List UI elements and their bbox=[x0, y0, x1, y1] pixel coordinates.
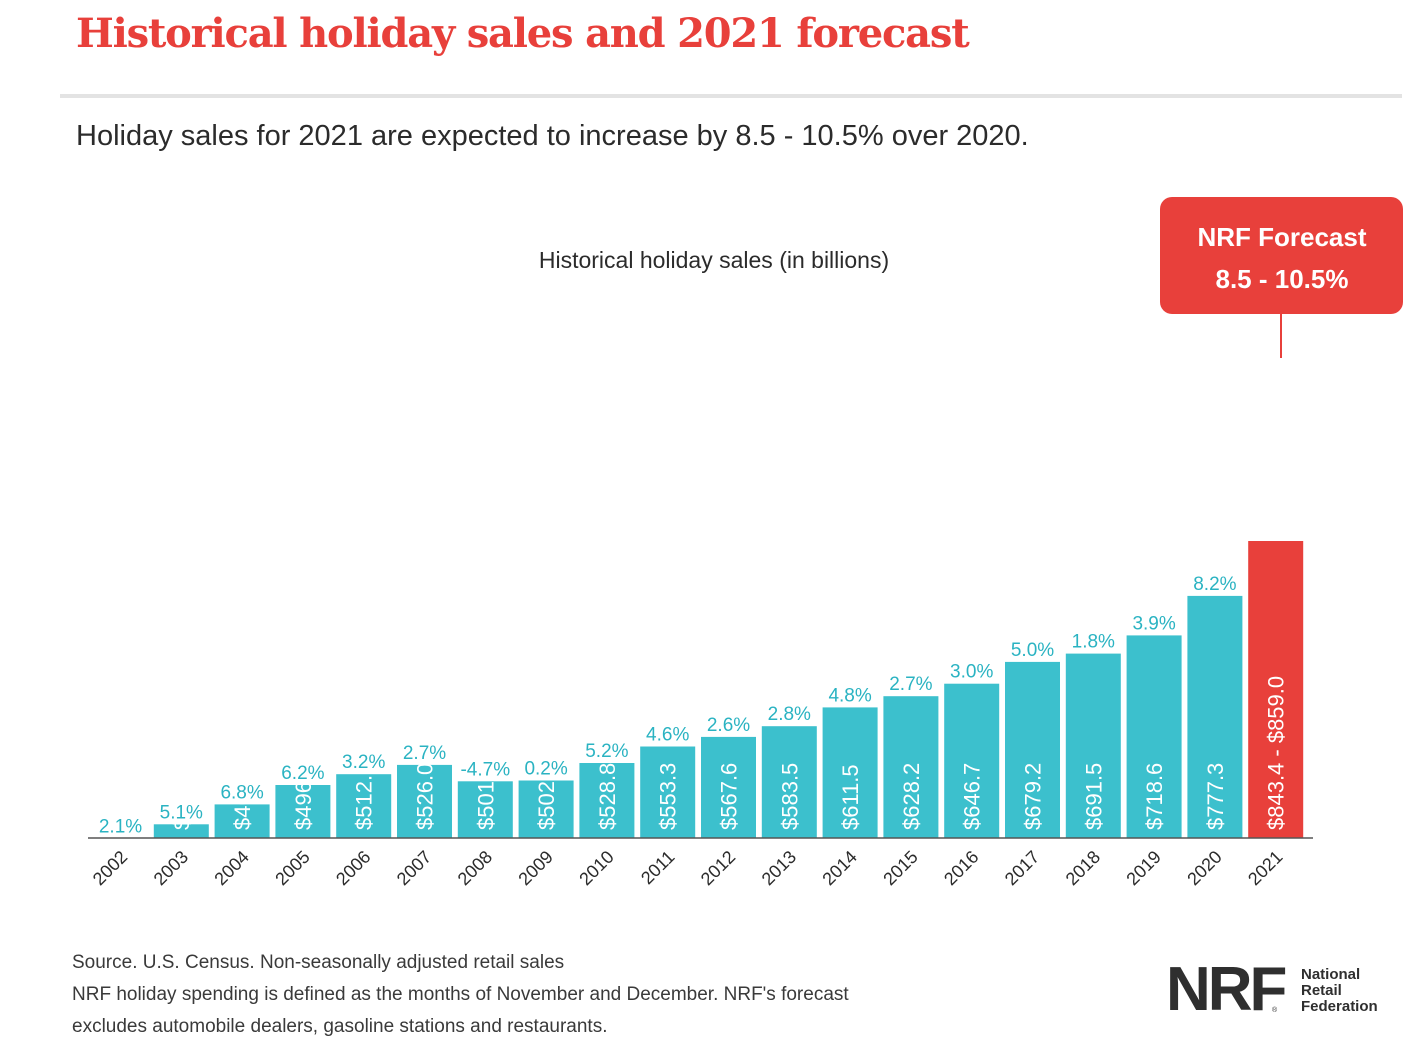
growth-label-2003: 5.1% bbox=[160, 802, 203, 823]
growth-label-2010: 5.2% bbox=[585, 741, 628, 762]
x-tick-label-2004: 2004 bbox=[210, 847, 252, 889]
x-tick-label-2017: 2017 bbox=[1001, 847, 1043, 889]
bar-2018 bbox=[1065, 653, 1121, 838]
bar-2011 bbox=[640, 746, 696, 838]
value-label-2002: $416.4 bbox=[109, 763, 134, 830]
bar-2008 bbox=[457, 781, 513, 838]
x-tick-label-2018: 2018 bbox=[1062, 847, 1104, 889]
logo-wordmark: National Retail Federation bbox=[1301, 967, 1378, 1015]
plot-title: Historical holiday sales (in billions) bbox=[539, 247, 889, 273]
forecast-bar-2021 bbox=[1248, 541, 1304, 838]
bar-2019 bbox=[1126, 635, 1182, 838]
value-label-2008: $501.5 bbox=[473, 763, 498, 830]
bar-2014 bbox=[822, 707, 878, 838]
value-label-2020: $777.3 bbox=[1203, 763, 1228, 830]
x-tick-label-2006: 2006 bbox=[332, 847, 374, 889]
growth-label-2016: 3.0% bbox=[950, 662, 993, 683]
footnote-source: Source. U.S. Census. Non-seasonally adju… bbox=[72, 952, 565, 973]
callout-box bbox=[1160, 197, 1403, 314]
title-divider bbox=[60, 94, 1402, 98]
x-tick-label-2013: 2013 bbox=[758, 847, 800, 889]
logo-mark: NRF bbox=[1166, 955, 1287, 1024]
growth-label-2011: 4.6% bbox=[646, 725, 689, 746]
x-tick-label-2012: 2012 bbox=[697, 847, 739, 889]
logo-line-federation: Federation bbox=[1301, 998, 1378, 1015]
bar-2005 bbox=[275, 785, 331, 838]
growth-label-2014: 4.8% bbox=[828, 685, 871, 706]
growth-label-2009: 0.2% bbox=[524, 759, 567, 780]
value-label-2005: $496.0 bbox=[291, 763, 316, 830]
bar-2017 bbox=[1005, 661, 1060, 838]
x-tick-label-2002: 2002 bbox=[89, 847, 131, 889]
x-tick-label-2019: 2019 bbox=[1122, 847, 1164, 889]
growth-label-2017: 5.0% bbox=[1011, 640, 1054, 661]
value-label-2009: $502.7 bbox=[534, 763, 559, 830]
logo-line-retail: Retail bbox=[1301, 982, 1342, 999]
value-label-2010: $528.8 bbox=[595, 763, 620, 830]
bar-2012 bbox=[701, 736, 756, 838]
growth-label-2012: 2.6% bbox=[707, 715, 750, 736]
callout-title: NRF Forecast bbox=[1197, 222, 1366, 252]
footnote-definition: NRF holiday spending is defined as the m… bbox=[72, 984, 849, 1005]
growth-label-2006: 3.2% bbox=[342, 752, 385, 773]
value-label-2007: $526.0 bbox=[413, 763, 438, 830]
bar-2003 bbox=[153, 824, 209, 838]
growth-label-2013: 2.8% bbox=[768, 704, 811, 725]
value-label-2011: $553.3 bbox=[656, 763, 681, 830]
bar-2016 bbox=[944, 683, 1000, 838]
growth-label-2005: 6.2% bbox=[281, 763, 324, 784]
bar-2004 bbox=[214, 804, 270, 838]
value-label-2021: $843.4 - $859.0 bbox=[1264, 676, 1289, 830]
logo-line-national: National bbox=[1301, 966, 1361, 983]
value-label-2003: $437.6 bbox=[169, 763, 194, 830]
chart-subtitle: Holiday sales for 2021 are expected to i… bbox=[76, 120, 1029, 152]
callout-value: 8.5 - 10.5% bbox=[1216, 264, 1349, 294]
growth-label-2015: 2.7% bbox=[889, 674, 932, 695]
x-tick-label-2005: 2005 bbox=[271, 847, 313, 889]
x-tick-label-2015: 2015 bbox=[879, 847, 921, 889]
growth-label-2007: 2.7% bbox=[403, 743, 446, 764]
x-tick-label-2021: 2021 bbox=[1244, 847, 1286, 889]
value-label-2012: $567.6 bbox=[717, 763, 742, 830]
x-tick-label-2003: 2003 bbox=[150, 847, 192, 889]
footnotes: Source. U.S. Census. Non-seasonally adju… bbox=[72, 947, 1112, 1043]
value-label-2014: $611.5 bbox=[838, 764, 863, 830]
growth-label-2020: 8.2% bbox=[1193, 574, 1236, 595]
value-label-2013: $583.5 bbox=[777, 763, 802, 830]
nrf-logo: NRF ® National Retail Federation bbox=[1166, 959, 1406, 1023]
bar-2006 bbox=[336, 774, 392, 838]
x-tick-label-2008: 2008 bbox=[454, 847, 496, 889]
chart-title: Historical holiday sales and 2021 foreca… bbox=[76, 10, 970, 57]
x-tick-label-2009: 2009 bbox=[514, 847, 556, 889]
growth-label-2019: 3.9% bbox=[1132, 613, 1175, 634]
x-tick-label-2014: 2014 bbox=[818, 847, 860, 889]
bar-2009 bbox=[518, 780, 574, 838]
value-label-2016: $646.7 bbox=[960, 763, 985, 830]
footnote-exclusions: excludes automobile dealers, gasoline st… bbox=[72, 1016, 608, 1037]
value-label-2015: $628.2 bbox=[899, 763, 924, 830]
value-label-2018: $691.5 bbox=[1081, 763, 1106, 830]
x-tick-label-2016: 2016 bbox=[940, 847, 982, 889]
logo-registered-mark: ® bbox=[1272, 1007, 1278, 1014]
bar-2013 bbox=[761, 726, 817, 838]
growth-label-2002: 2.1% bbox=[99, 817, 142, 838]
bar-2007 bbox=[397, 764, 452, 838]
bar-2020 bbox=[1187, 595, 1243, 838]
value-label-2006: $512.1 bbox=[352, 763, 377, 830]
value-label-2019: $718.6 bbox=[1142, 763, 1167, 830]
x-tick-label-2007: 2007 bbox=[393, 847, 435, 889]
x-tick-label-2020: 2020 bbox=[1183, 847, 1225, 889]
x-tick-label-2011: 2011 bbox=[637, 847, 679, 889]
value-label-2004: $467.2 bbox=[230, 763, 255, 830]
value-label-2017: $679.2 bbox=[1021, 763, 1046, 830]
growth-label-2008: -4.7% bbox=[460, 759, 510, 780]
bar-chart: Historical holiday sales (in billions) $… bbox=[88, 197, 1403, 889]
x-tick-label-2010: 2010 bbox=[575, 847, 617, 889]
growth-label-2004: 6.8% bbox=[220, 782, 263, 803]
forecast-callout: NRF Forecast 8.5 - 10.5% bbox=[1160, 197, 1403, 358]
bar-2010 bbox=[579, 763, 635, 838]
growth-label-2018: 1.8% bbox=[1072, 632, 1115, 653]
bar-2015 bbox=[883, 696, 939, 838]
